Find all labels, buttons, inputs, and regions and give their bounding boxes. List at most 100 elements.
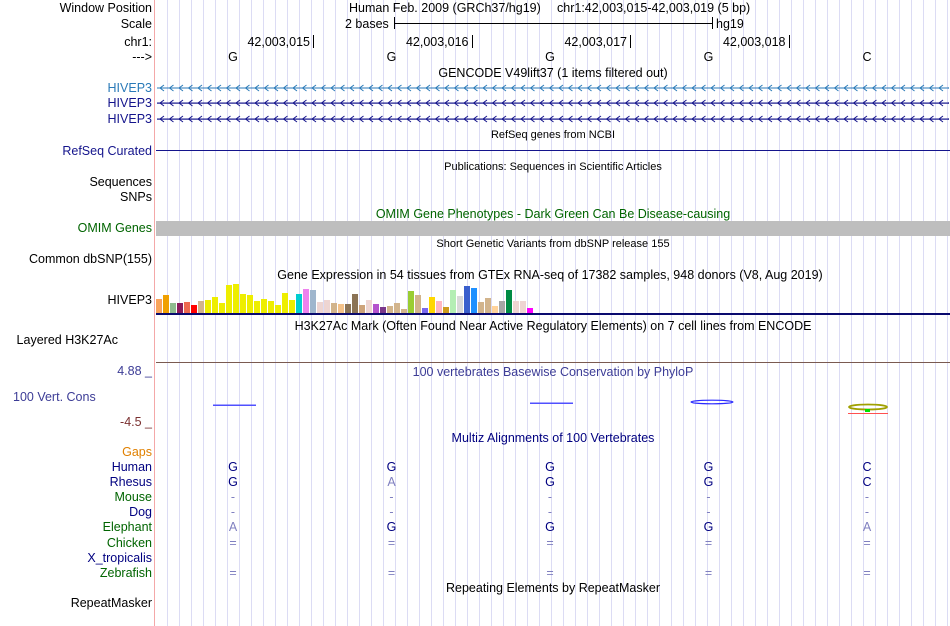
gtex-tissue-bar[interactable] <box>275 305 281 313</box>
gencode-gene-label[interactable]: HIVEP3 <box>107 81 152 95</box>
omim-gene-bar[interactable] <box>156 221 950 236</box>
refseq-gene-line[interactable] <box>156 150 950 151</box>
gtex-tissue-bar[interactable] <box>303 289 309 313</box>
snps-label[interactable]: SNPs <box>120 190 152 204</box>
gtex-tissue-bar[interactable] <box>506 290 512 313</box>
gtex-tissue-bar[interactable] <box>359 305 365 313</box>
gene-model-hivep3[interactable] <box>157 98 949 108</box>
gtex-tissue-bar[interactable] <box>219 303 225 313</box>
gtex-tissue-bar[interactable] <box>366 300 372 313</box>
alignment-base: - <box>389 490 394 505</box>
gtex-tissue-bar[interactable] <box>212 297 218 313</box>
gtex-tissue-bar[interactable] <box>310 290 316 313</box>
alignment-base: G <box>703 460 714 474</box>
gtex-tissue-bar[interactable] <box>261 299 267 313</box>
gtex-tissue-bar[interactable] <box>499 301 505 313</box>
gtex-tissue-bar[interactable] <box>429 297 435 313</box>
alignment-base: G <box>703 520 714 535</box>
gene-model-hivep3[interactable] <box>157 83 949 93</box>
alignment-base: = <box>546 535 554 550</box>
gtex-tissue-bar[interactable] <box>457 296 463 313</box>
gtex-tissue-bar[interactable] <box>184 302 190 313</box>
gtex-tissue-bar[interactable] <box>156 299 162 313</box>
gtex-tissue-bar[interactable] <box>436 301 442 313</box>
gtex-tissue-bar[interactable] <box>485 298 491 313</box>
gtex-tissue-bar[interactable] <box>513 301 519 313</box>
gtex-tissue-bar[interactable] <box>478 302 484 313</box>
phylop-label[interactable]: 100 Vert. Cons <box>13 390 96 404</box>
gtex-tissue-bar[interactable] <box>464 286 470 313</box>
gaps-label: Gaps <box>122 445 152 459</box>
repeatmasker-label[interactable]: RepeatMasker <box>70 596 152 610</box>
species-label[interactable]: Mouse <box>114 490 152 505</box>
gtex-tissue-bar[interactable] <box>345 304 351 313</box>
gtex-tissue-bar[interactable] <box>422 308 428 313</box>
species-label[interactable]: X_tropicalis <box>87 550 152 565</box>
window-position-label: Window Position <box>59 1 152 15</box>
species-label[interactable]: Rhesus <box>109 475 152 490</box>
phylop-title: 100 vertebrates Basewise Conservation by… <box>412 365 694 379</box>
gtex-tissue-bar[interactable] <box>198 301 204 313</box>
publications-title: Publications: Sequences in Scientific Ar… <box>444 161 662 173</box>
phylop-signal[interactable] <box>156 395 950 425</box>
gtex-tissue-bar[interactable] <box>527 308 533 313</box>
gtex-tissue-bar[interactable] <box>163 295 169 313</box>
gtex-tissue-bar[interactable] <box>338 304 344 313</box>
gtex-tissue-bar[interactable] <box>324 300 330 313</box>
alignment-base: - <box>230 490 236 505</box>
gtex-tissue-bar[interactable] <box>394 303 400 313</box>
dbsnp-label[interactable]: Common dbSNP(155) <box>29 252 152 266</box>
gtex-tissue-bar[interactable] <box>471 288 477 313</box>
gtex-tissue-bar[interactable] <box>352 294 358 313</box>
omim-label[interactable]: OMIM Genes <box>77 221 152 235</box>
alignment-base: = <box>229 535 237 550</box>
species-label[interactable]: Human <box>111 460 152 474</box>
gtex-baseline <box>156 313 950 315</box>
gtex-tissue-bar[interactable] <box>443 307 449 313</box>
label-separator <box>154 0 155 626</box>
gencode-gene-label[interactable]: HIVEP3 <box>107 112 152 126</box>
gene-model-hivep3[interactable] <box>157 114 949 124</box>
gtex-tissue-bar[interactable] <box>254 301 260 313</box>
scale-db: hg19 <box>716 17 744 31</box>
gtex-tissue-bar[interactable] <box>401 309 407 313</box>
alignment-base: - <box>547 505 553 520</box>
gtex-tissue-bar[interactable] <box>170 303 176 313</box>
sequences-label[interactable]: Sequences <box>89 175 152 189</box>
gtex-tissue-bar[interactable] <box>205 300 211 313</box>
refseq-label[interactable]: RefSeq Curated <box>62 144 152 158</box>
phylop-min: -4.5 _ <box>120 415 152 429</box>
gencode-gene-label[interactable]: HIVEP3 <box>107 96 152 110</box>
gtex-tissue-bar[interactable] <box>373 304 379 313</box>
gtex-tissue-bar[interactable] <box>240 294 246 313</box>
gtex-tissue-bar[interactable] <box>289 300 295 313</box>
gtex-tissue-bar[interactable] <box>492 306 498 313</box>
species-label[interactable]: Chicken <box>106 535 152 550</box>
gtex-tissue-bar[interactable] <box>247 295 253 313</box>
gtex-tissue-bar[interactable] <box>191 305 197 313</box>
gtex-tissue-bar[interactable] <box>450 290 456 313</box>
coordinate-tick-label: 42,003,018 <box>722 35 786 49</box>
gtex-tissue-bar[interactable] <box>415 295 421 313</box>
alignment-base: = <box>387 565 396 580</box>
gtex-tissue-bar[interactable] <box>317 302 323 313</box>
gtex-tissue-bar[interactable] <box>331 303 337 313</box>
gtex-tissue-bar[interactable] <box>177 303 183 313</box>
h3k27ac-label[interactable]: Layered H3K27Ac <box>16 333 118 347</box>
species-label[interactable]: Dog <box>129 505 152 520</box>
species-label[interactable]: Elephant <box>102 520 152 535</box>
gtex-bar-chart[interactable] <box>156 283 536 313</box>
alignment-base: G <box>228 460 238 474</box>
gtex-tissue-bar[interactable] <box>380 307 386 313</box>
gtex-tissue-bar[interactable] <box>226 285 232 313</box>
gtex-tissue-bar[interactable] <box>233 284 239 313</box>
gtex-tissue-bar[interactable] <box>387 306 393 313</box>
gtex-tissue-bar[interactable] <box>408 291 414 313</box>
gtex-tissue-bar[interactable] <box>268 301 274 313</box>
species-label[interactable]: Zebrafish <box>99 565 152 580</box>
alignment-base: - <box>230 505 236 520</box>
gtex-tissue-bar[interactable] <box>296 294 302 313</box>
gtex-label[interactable]: HIVEP3 <box>107 293 152 307</box>
gtex-tissue-bar[interactable] <box>282 293 288 313</box>
gtex-tissue-bar[interactable] <box>520 301 526 313</box>
